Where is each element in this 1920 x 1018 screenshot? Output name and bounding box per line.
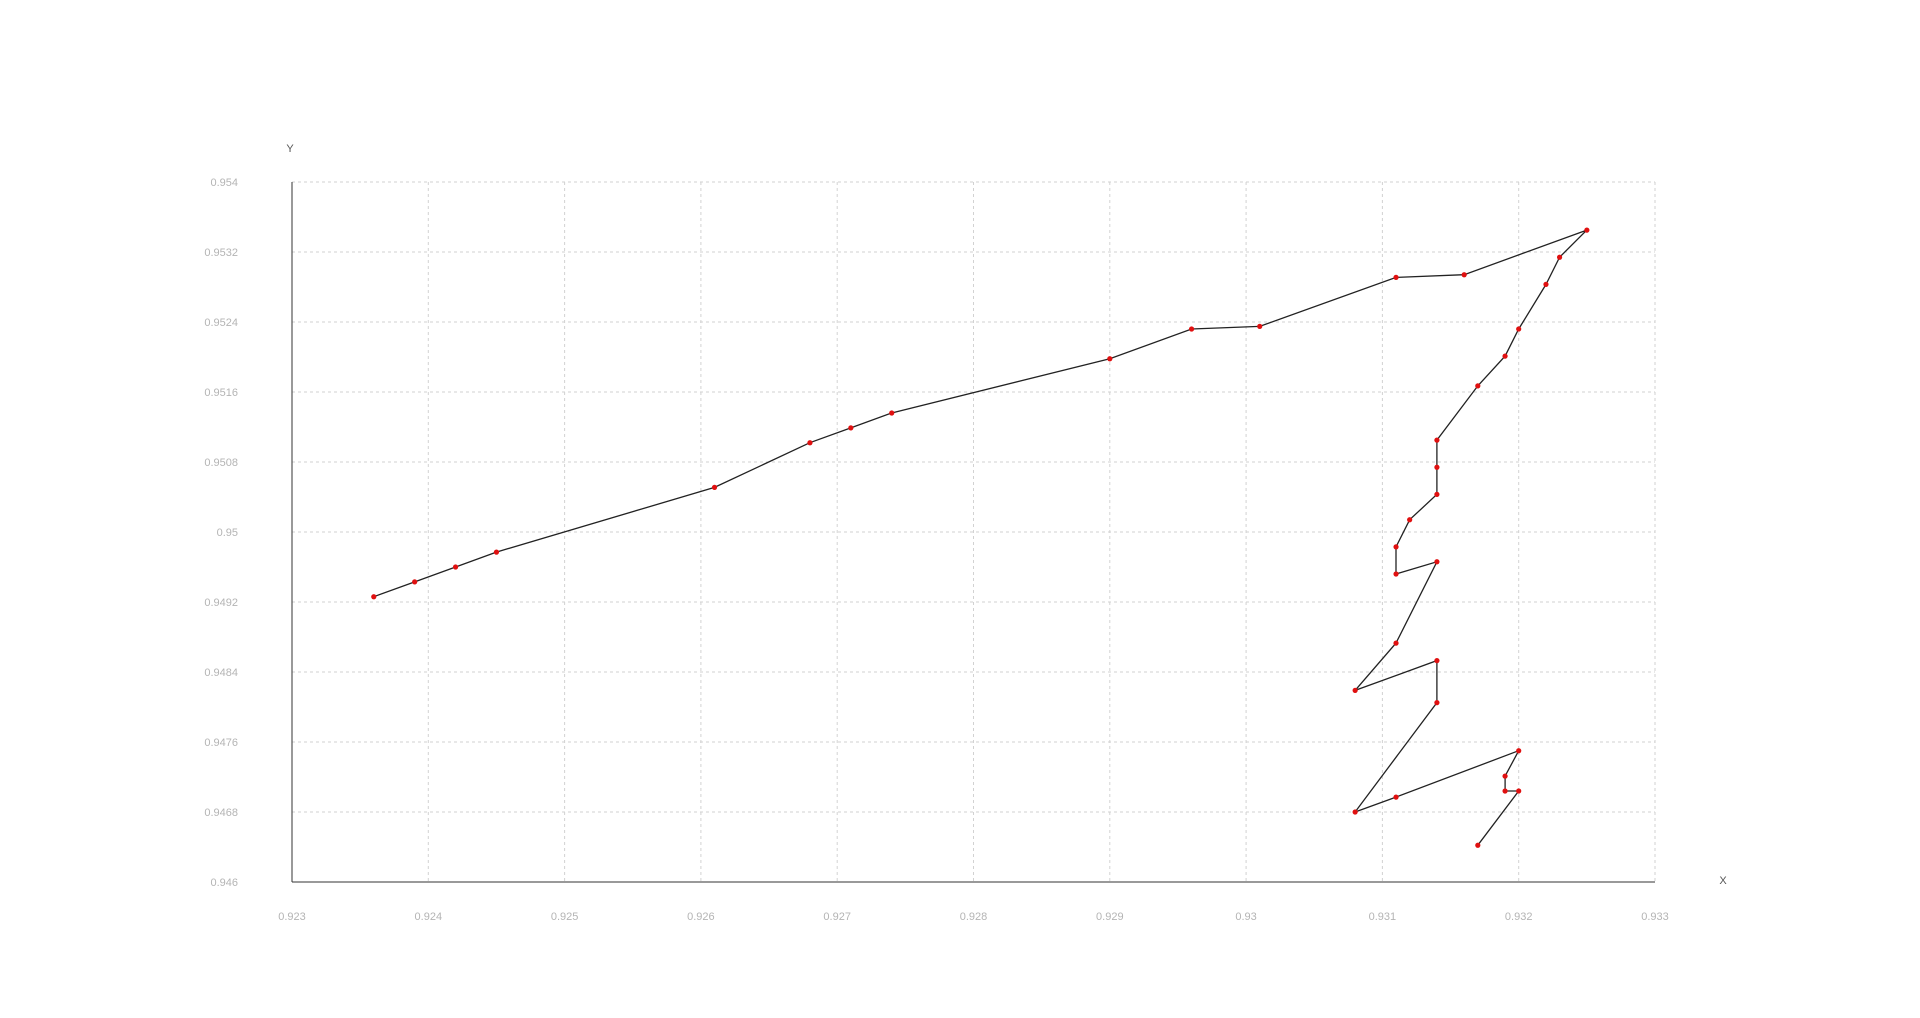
y-tick-label: 0.9492 bbox=[204, 597, 238, 609]
y-tick-label: 0.9532 bbox=[204, 247, 238, 259]
y-axis-label: Y bbox=[286, 143, 294, 155]
y-tick-label: 0.9524 bbox=[204, 317, 238, 329]
x-tick-label: 0.928 bbox=[960, 911, 988, 923]
data-point bbox=[1516, 748, 1522, 754]
tick-labels: 0.923 0.924 0.925 0.926 0.927 0.928 0.929 0.93 0… bbox=[204, 177, 1668, 923]
data-point bbox=[1434, 437, 1440, 443]
data-point bbox=[1434, 700, 1440, 706]
data-point bbox=[1393, 544, 1399, 550]
y-tick-label: 0.946 bbox=[210, 877, 238, 889]
x-tick-label: 0.926 bbox=[687, 911, 715, 923]
data-point bbox=[412, 579, 418, 585]
data-point bbox=[1188, 326, 1195, 332]
data-point bbox=[1461, 272, 1467, 278]
data-point bbox=[1502, 773, 1508, 779]
data-point bbox=[1352, 809, 1358, 815]
y-tick-label: 0.9476 bbox=[204, 737, 238, 749]
data-point bbox=[1352, 687, 1358, 693]
data-point bbox=[1543, 281, 1549, 287]
data-point bbox=[848, 425, 854, 431]
data-point bbox=[1516, 326, 1522, 332]
data-point bbox=[1475, 383, 1481, 389]
data-point bbox=[1556, 254, 1563, 260]
data-point bbox=[1475, 842, 1481, 848]
data-point bbox=[1502, 788, 1508, 794]
data-point bbox=[1584, 227, 1590, 233]
data-point bbox=[1407, 517, 1413, 523]
data-point bbox=[1502, 353, 1508, 359]
data-point bbox=[807, 440, 813, 446]
data-point bbox=[1393, 571, 1399, 577]
y-tick-label: 0.9468 bbox=[204, 807, 238, 819]
data-point bbox=[711, 484, 718, 490]
y-tick-label: 0.9508 bbox=[204, 457, 238, 469]
data-point bbox=[1257, 323, 1263, 329]
data-point bbox=[493, 549, 500, 555]
data-point bbox=[1516, 788, 1522, 794]
x-tick-label: 0.932 bbox=[1505, 911, 1533, 923]
x-tick-label: 0.93 bbox=[1235, 911, 1256, 923]
x-tick-label: 0.927 bbox=[823, 911, 851, 923]
data-point bbox=[1434, 491, 1440, 497]
data-point bbox=[1434, 464, 1440, 470]
x-axis-label: X bbox=[1719, 875, 1727, 887]
data-point bbox=[1393, 794, 1399, 800]
x-tick-label: 0.925 bbox=[551, 911, 579, 923]
y-tick-label: 0.9484 bbox=[204, 667, 238, 679]
grid bbox=[292, 181, 1656, 882]
y-tick-label: 0.95 bbox=[217, 527, 238, 539]
series bbox=[371, 227, 1590, 848]
data-point bbox=[1434, 559, 1440, 565]
data-point bbox=[452, 564, 459, 570]
data-point bbox=[1393, 274, 1399, 280]
y-tick-label: 0.9516 bbox=[204, 387, 238, 399]
x-tick-label: 0.923 bbox=[278, 911, 306, 923]
x-tick-label: 0.931 bbox=[1369, 911, 1397, 923]
data-point bbox=[889, 410, 895, 416]
data-point bbox=[1393, 640, 1399, 646]
x-tick-label: 0.933 bbox=[1641, 911, 1669, 923]
axes bbox=[291, 182, 1655, 883]
x-tick-label: 0.924 bbox=[415, 911, 443, 923]
data-point bbox=[1434, 658, 1440, 664]
data-point bbox=[1107, 356, 1113, 362]
x-tick-label: 0.929 bbox=[1096, 911, 1124, 923]
y-tick-label: 0.954 bbox=[210, 177, 238, 189]
data-point bbox=[371, 594, 377, 600]
